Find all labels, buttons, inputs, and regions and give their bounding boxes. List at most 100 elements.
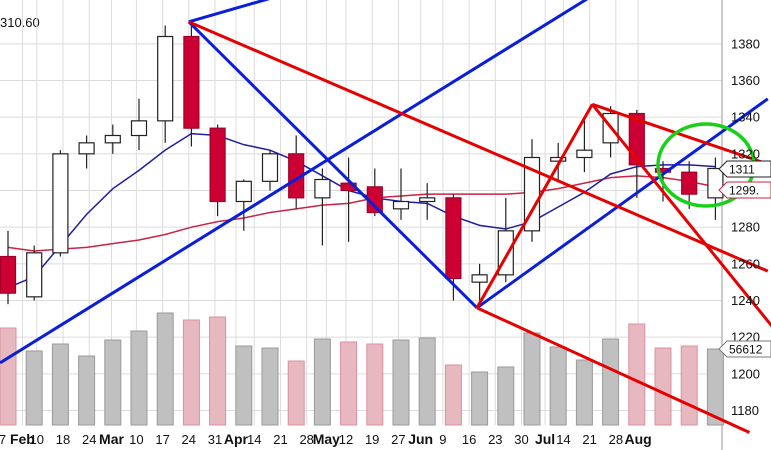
candle-down	[628, 112, 645, 166]
y-tick-label: 1380	[731, 36, 760, 51]
y-tick-label: 1240	[731, 293, 760, 308]
candle-up	[261, 153, 279, 182]
x-tick-label: 14	[556, 432, 570, 447]
candle-up	[52, 153, 69, 254]
x-tick-label: 28	[609, 432, 623, 447]
last-price-label-box	[718, 160, 771, 178]
candle-up	[157, 35, 174, 122]
volume-bar	[497, 366, 515, 426]
candle-down	[209, 127, 226, 203]
sma-red-line	[7, 175, 716, 252]
last-price-label: 1311	[729, 163, 755, 177]
x-tick-label: 31	[208, 432, 222, 447]
candle-down	[445, 197, 462, 280]
candle-up	[392, 200, 410, 210]
volume-bar	[575, 359, 593, 426]
candle-up	[523, 156, 541, 232]
x-tick-label: Mar	[99, 431, 124, 447]
trend-red-lower	[476, 306, 751, 434]
y-tick-label: 1320	[731, 146, 760, 161]
volume-bar	[235, 345, 253, 426]
volume-bar	[340, 341, 358, 426]
x-tick-label: Feb	[10, 431, 35, 447]
candle-up	[130, 120, 148, 137]
volume-bar	[25, 350, 43, 426]
x-tick-label: 14	[247, 432, 261, 447]
trend-blue-up-long	[0, 0, 589, 365]
trend-red-up	[475, 103, 594, 309]
volume-bar	[287, 360, 305, 426]
volume-bar	[444, 364, 462, 426]
candle-up	[550, 156, 567, 162]
candle-up	[235, 180, 252, 203]
candle-up	[104, 134, 121, 144]
volume-bar	[549, 346, 567, 426]
y-tick-label: 1360	[731, 73, 760, 88]
volume-bar	[78, 355, 96, 426]
x-tick-label: 10	[30, 432, 44, 447]
y-tick-label: 1180	[731, 403, 759, 418]
x-tick-label: 30	[514, 432, 528, 447]
x-tick-label: Aug	[625, 431, 652, 447]
x-axis: 27Feb101824Mar10172431Apr142128May121927…	[0, 431, 652, 447]
volume-bar	[0, 327, 17, 426]
volume-bar	[51, 343, 69, 426]
candle-down	[0, 255, 17, 294]
volume-bar	[156, 312, 174, 426]
x-tick-label: 27	[391, 432, 405, 447]
last-sma-label-box	[718, 181, 771, 199]
x-tick-label: May	[313, 431, 340, 447]
volume-bar	[654, 347, 672, 426]
y-tick-label: 1200	[731, 366, 760, 381]
volume-bar	[628, 323, 646, 426]
trend-blue-down	[187, 20, 479, 309]
moving-averages	[7, 132, 716, 289]
candle-up	[576, 149, 593, 159]
candle-down	[681, 171, 698, 195]
sma-blue-line	[7, 132, 716, 289]
last-volume-label: 56612	[729, 343, 763, 357]
trend-red-mid	[591, 103, 771, 328]
trend-blue-up-june	[476, 97, 769, 310]
x-tick-label: 17	[155, 432, 169, 447]
volume-bar	[418, 337, 436, 426]
y-tick-label: 1260	[731, 256, 760, 271]
candle-up	[78, 142, 95, 155]
volume-bar	[602, 338, 620, 426]
volume-bar	[261, 347, 279, 426]
x-tick-label: 21	[273, 432, 287, 447]
volume-bars	[0, 312, 724, 426]
candle-up	[26, 252, 43, 298]
volume-bar	[392, 339, 410, 426]
candle-up	[419, 197, 436, 203]
x-tick-label: 10	[129, 432, 143, 447]
trend-red-down	[188, 20, 769, 273]
x-tick-label: 18	[56, 432, 70, 447]
last-sma-label: 1299.	[729, 184, 759, 198]
volume-bar	[313, 338, 331, 426]
x-tick-label: Jun	[408, 431, 433, 447]
volume-bar	[680, 345, 698, 426]
x-tick-label: 28	[299, 432, 313, 447]
volume-bar	[523, 332, 541, 426]
candle-down	[183, 35, 200, 129]
trend-red-upper	[591, 102, 771, 167]
top-left-value: 310.60	[0, 15, 40, 30]
volume-bar	[366, 343, 384, 426]
y-axis: 1180120012201240126012801300132013401360…	[731, 36, 760, 418]
x-tick-label: Jul	[535, 431, 555, 447]
y-tick-label: 1280	[731, 220, 760, 235]
volume-bar	[471, 371, 489, 426]
x-tick-label: 21	[582, 432, 596, 447]
volume-bar	[130, 330, 148, 426]
volume-bar	[182, 319, 200, 426]
x-tick-label: Apr	[224, 431, 249, 447]
volume-bar	[706, 348, 724, 426]
x-tick-label: 27	[0, 432, 6, 447]
candle-up	[471, 274, 488, 283]
x-tick-label: 19	[365, 432, 379, 447]
x-tick-label: 16	[462, 432, 476, 447]
x-tick-label: 23	[488, 432, 502, 447]
candle-up	[314, 178, 331, 199]
